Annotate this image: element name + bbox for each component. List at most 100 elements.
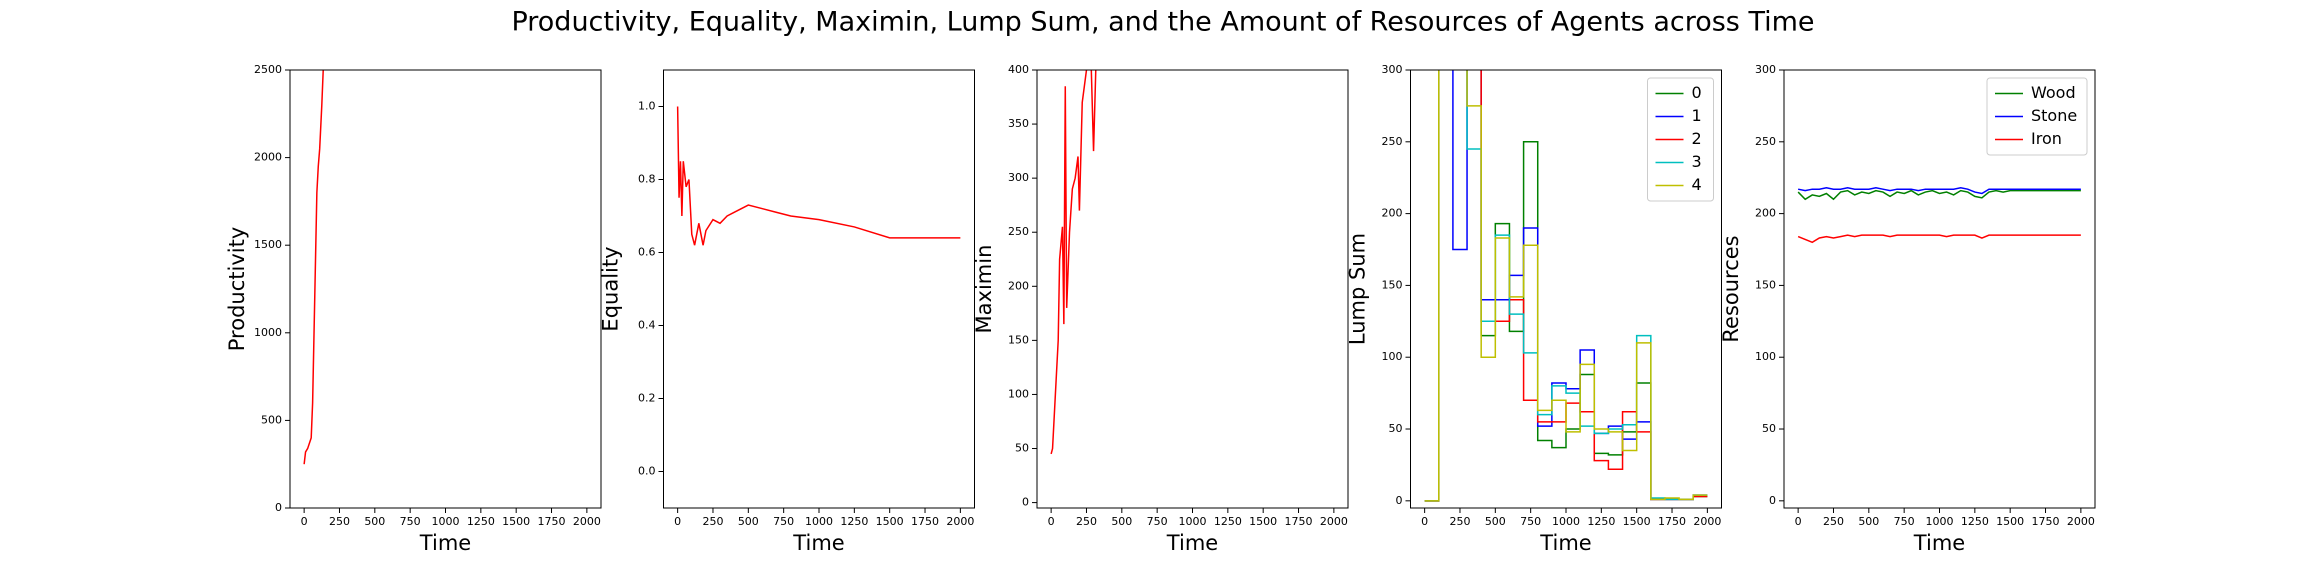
y-tick-label: 250: [1755, 135, 1776, 148]
y-tick-label: 200: [1008, 279, 1029, 292]
x-tick-label: 1250: [1214, 515, 1242, 528]
y-tick-label: 0: [1396, 494, 1403, 507]
y-tick-label: 150: [1008, 333, 1029, 346]
legend-label: 0: [1692, 83, 1702, 102]
x-tick-label: 250: [702, 515, 723, 528]
x-tick-label: 1000: [1552, 515, 1580, 528]
x-tick-label: 1000: [432, 515, 460, 528]
series-line: [1050, 70, 1097, 455]
y-tick-label: 350: [1008, 117, 1029, 130]
x-axis-label: Time: [419, 531, 471, 555]
x-tick-label: 2000: [946, 515, 974, 528]
y-axis-label: Lump Sum: [1346, 233, 1370, 345]
y-tick-label: 0: [275, 501, 282, 514]
y-tick-label: 400: [1008, 63, 1029, 76]
x-axis-label: Time: [792, 531, 844, 555]
y-tick-label: 100: [1755, 350, 1776, 363]
x-tick-label: 1250: [840, 515, 868, 528]
x-tick-label: 500: [738, 515, 759, 528]
y-tick-label: 250: [1382, 135, 1403, 148]
series-line: [303, 70, 324, 465]
plot-area: [1797, 186, 2081, 244]
plot-area: [1424, 70, 1708, 502]
y-tick-label: 250: [1008, 225, 1029, 238]
legend-label: 1: [1692, 106, 1702, 125]
x-tick-label: 1250: [1587, 515, 1615, 528]
x-tick-label: 0: [674, 515, 681, 528]
subplot: 0 250 500 750 1000 1250 1500 1750 20000501001502…: [972, 63, 1349, 555]
legend-label: Stone: [2031, 106, 2077, 125]
y-tick-label: 2000: [254, 151, 282, 164]
series-line: [676, 106, 961, 246]
subplot: 0 250 500 750 1000 1250 1500 1750 2000 0 500 1000 15…: [225, 63, 602, 555]
y-tick-label: 0.8: [638, 173, 656, 186]
x-tick-label: 250: [1076, 515, 1097, 528]
x-tick-label: 1250: [1961, 515, 1989, 528]
legend-label: Iron: [2031, 129, 2062, 148]
figure-title: Productivity, Equality, Maximin, Lump Su…: [511, 7, 1814, 38]
subplot: 0 250 500 750 1000 1250 1500 1750 20000501001502…: [1719, 63, 2096, 555]
y-tick-label: 2500: [254, 63, 282, 76]
x-tick-label: 250: [1823, 515, 1844, 528]
x-tick-label: 1250: [467, 515, 495, 528]
x-tick-label: 2000: [1693, 515, 1721, 528]
plot-area: [676, 106, 961, 246]
x-tick-label: 1500: [1996, 515, 2024, 528]
subplot: 0 250 500 750 1000 1250 1500 1750 2000 0.0 0.2 0.4 0…: [599, 69, 975, 555]
y-axis-label: Resources: [1719, 235, 1743, 342]
x-tick-label: 1000: [1926, 515, 1954, 528]
x-axis-label: Time: [1913, 531, 1965, 555]
x-tick-label: 250: [329, 515, 350, 528]
y-tick-label: 300: [1008, 171, 1029, 184]
legend-label: 2: [1692, 129, 1702, 148]
y-tick-label: 1500: [254, 238, 282, 251]
x-tick-label: 250: [1449, 515, 1470, 528]
x-axis-label: Time: [1539, 531, 1591, 555]
x-tick-label: 1500: [502, 515, 530, 528]
series-line: [1797, 234, 2081, 244]
plot-area: [303, 70, 324, 465]
x-axis-label: Time: [1166, 531, 1218, 555]
series-line: [1797, 189, 2081, 201]
x-tick-label: 1000: [805, 515, 833, 528]
y-tick-label: 100: [1382, 350, 1403, 363]
x-tick-label: 500: [1111, 515, 1132, 528]
x-tick-label: 0: [1421, 515, 1428, 528]
legend-box: [1986, 77, 2088, 156]
axes-frame: [663, 69, 975, 509]
plot-area: [1050, 70, 1097, 455]
x-tick-label: 750: [400, 515, 421, 528]
y-tick-label: 100: [1008, 387, 1029, 400]
y-tick-label: 200: [1755, 207, 1776, 220]
x-tick-label: 2000: [2067, 515, 2095, 528]
x-tick-label: 1500: [1623, 515, 1651, 528]
y-tick-label: 50: [1762, 422, 1776, 435]
axes-frame: [1036, 69, 1349, 509]
y-tick-label: 0: [1022, 496, 1029, 509]
y-tick-label: 300: [1382, 63, 1403, 76]
x-tick-label: 500: [364, 515, 385, 528]
legend-label: 4: [1692, 175, 1702, 194]
y-tick-label: 500: [261, 413, 282, 426]
y-tick-label: 1.0: [638, 100, 656, 113]
y-tick-label: 0.6: [638, 246, 656, 259]
y-tick-label: 0: [1769, 494, 1776, 507]
x-tick-label: 1750: [1658, 515, 1686, 528]
x-tick-label: 750: [1520, 515, 1541, 528]
y-tick-label: 0.4: [638, 319, 656, 332]
x-tick-label: 750: [1147, 515, 1168, 528]
x-tick-label: 1000: [1179, 515, 1207, 528]
y-axis-label: Maximin: [972, 245, 996, 334]
x-tick-label: 500: [1485, 515, 1506, 528]
y-tick-label: 1000: [254, 326, 282, 339]
y-tick-label: 150: [1382, 278, 1403, 291]
x-tick-label: 750: [773, 515, 794, 528]
series-line: [1797, 186, 2081, 195]
x-tick-label: 1750: [2032, 515, 2060, 528]
legend-label: Wood: [2031, 83, 2076, 102]
y-tick-label: 50: [1389, 422, 1403, 435]
axes-frame: [1783, 69, 2096, 509]
y-tick-label: 0.0: [638, 465, 656, 478]
subplot: 0 250 500 750 1000 1250 1500 1750 20000501001502…: [1346, 63, 1722, 555]
